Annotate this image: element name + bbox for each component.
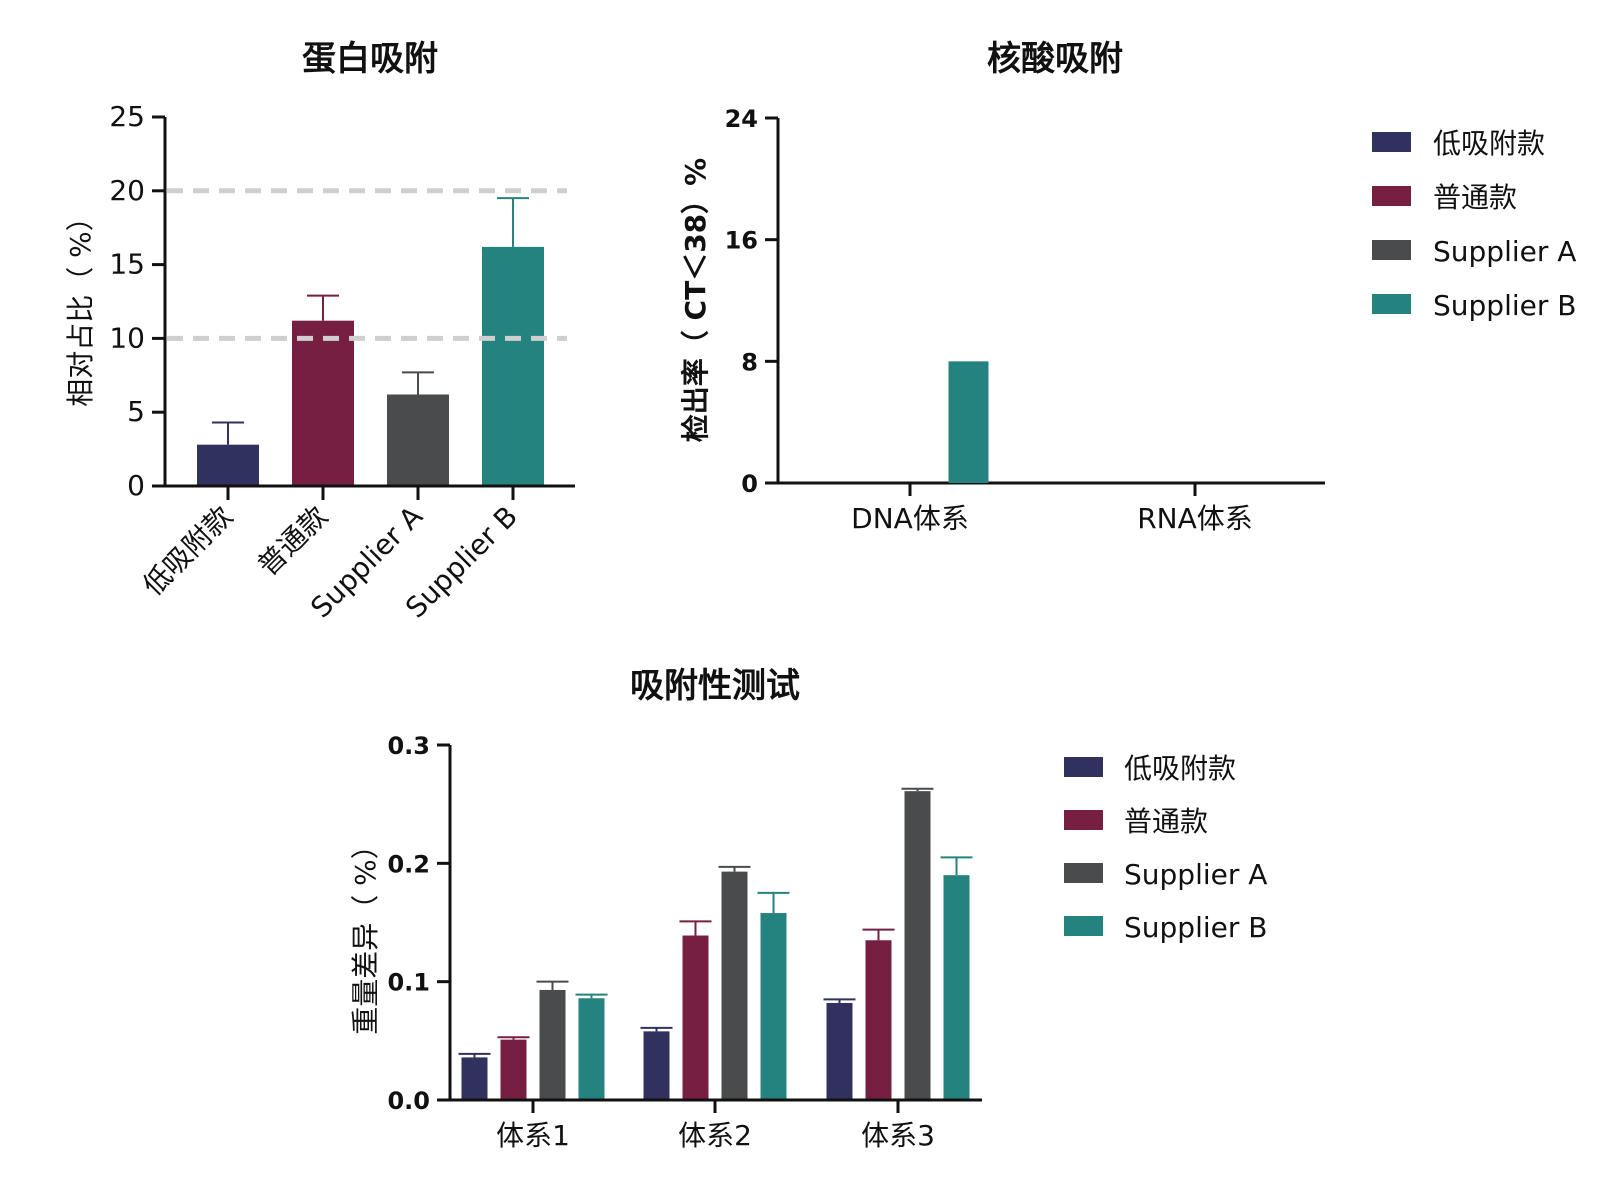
chart2-legend-swatch: [1372, 132, 1411, 152]
chart3-legend-swatch: [1064, 863, 1103, 883]
chart2-legend-label: Supplier B: [1433, 289, 1576, 322]
chart3-bar: [904, 791, 931, 1100]
chart2-legend-label: Supplier A: [1433, 235, 1576, 268]
chart0-y-tick-label: 15: [109, 248, 145, 281]
chart1-y-tick-label: 24: [725, 105, 758, 133]
chart3-title: 吸附性测试: [630, 666, 800, 706]
adsorption-test-chart: 吸附性测试 重量差异（ %） 体系1 体系2 体系3 0.0 0.1 0.2 0.3 低吸附款…: [349, 666, 1267, 1152]
chart3-legend-label: 普通款: [1124, 805, 1208, 838]
chart1-x-tick-label: 低吸附款: [136, 500, 239, 603]
chart3-bar: [539, 989, 566, 1100]
chart2-y-tick-label: 0.1: [387, 969, 430, 997]
chart3-legend-swatch: [1064, 916, 1103, 936]
chart3-x-tick-label: 体系3: [861, 1119, 935, 1152]
chart0-y-tick-label: 25: [109, 100, 145, 133]
chart1-bar: [387, 394, 449, 486]
nucleic-acid-adsorption-chart: 核酸吸附 检出率（ CT＜38）% 0 8 16 24 DNA体系 RNA体系 低吸附款普通…: [679, 39, 1576, 535]
chart1-bar: [482, 246, 544, 486]
chart2-x-tick-label: DNA体系: [851, 502, 969, 535]
chart1-y-tick-label: 16: [725, 227, 758, 255]
chart3-legend-label: 低吸附款: [1124, 752, 1236, 785]
chart2-legend-swatch: [1372, 240, 1411, 260]
chart1-y-axis-label: 相对占比（ %）: [64, 203, 97, 407]
chart2-x-tick-label: RNA体系: [1137, 502, 1253, 535]
chart3-legend-label: Supplier B: [1124, 911, 1267, 944]
chart3-legend-swatch: [1064, 810, 1103, 830]
chart3-bar: [826, 1002, 853, 1100]
chart3-bar: [721, 871, 748, 1100]
chart0-y-tick-label: 20: [109, 174, 145, 207]
chart3-bar: [682, 935, 709, 1100]
chart2-legend-label: 低吸附款: [1433, 127, 1545, 160]
chart3-x-tick-label: 体系2: [678, 1119, 752, 1152]
chart2-title: 核酸吸附: [987, 39, 1123, 79]
chart0-y-tick-label: 5: [127, 395, 145, 428]
chart3-legend-label: Supplier A: [1124, 858, 1267, 891]
chart2-legend-swatch: [1372, 186, 1411, 206]
chart1-y-tick-label: 8: [741, 348, 758, 376]
chart1-bar: [292, 320, 354, 486]
chart2-y-tick-label: 0.3: [387, 732, 430, 760]
chart3-bar: [760, 913, 787, 1100]
chart3-bar: [461, 1057, 488, 1100]
chart1-y-tick-label: 0: [741, 470, 758, 498]
chart3-y-axis-label: 重量差异（ %）: [349, 831, 382, 1035]
chart3-x-tick-label: 体系1: [496, 1119, 570, 1152]
chart1-bar: [197, 444, 259, 486]
chart1-title: 蛋白吸附: [302, 39, 438, 79]
chart3-bar: [643, 1031, 670, 1100]
chart2-legend-swatch: [1372, 294, 1411, 314]
chart3-bar: [865, 940, 892, 1100]
chart3-bar: [578, 998, 605, 1100]
chart2-legend-label: 普通款: [1433, 181, 1517, 214]
chart2-y-tick-label: 0.2: [387, 850, 430, 878]
chart2-y-axis-label: 检出率（ CT＜38）%: [679, 158, 712, 442]
chart2-bar: [948, 361, 989, 483]
chart3-legend-swatch: [1064, 757, 1103, 777]
chart0-y-tick-label: 0: [127, 469, 145, 502]
chart1-x-tick-label: 普通款: [251, 500, 334, 583]
chart0-y-tick-label: 10: [109, 321, 145, 354]
chart3-bar: [500, 1039, 527, 1100]
chart3-bar: [943, 875, 970, 1100]
chart2-y-tick-label: 0.0: [387, 1087, 430, 1115]
